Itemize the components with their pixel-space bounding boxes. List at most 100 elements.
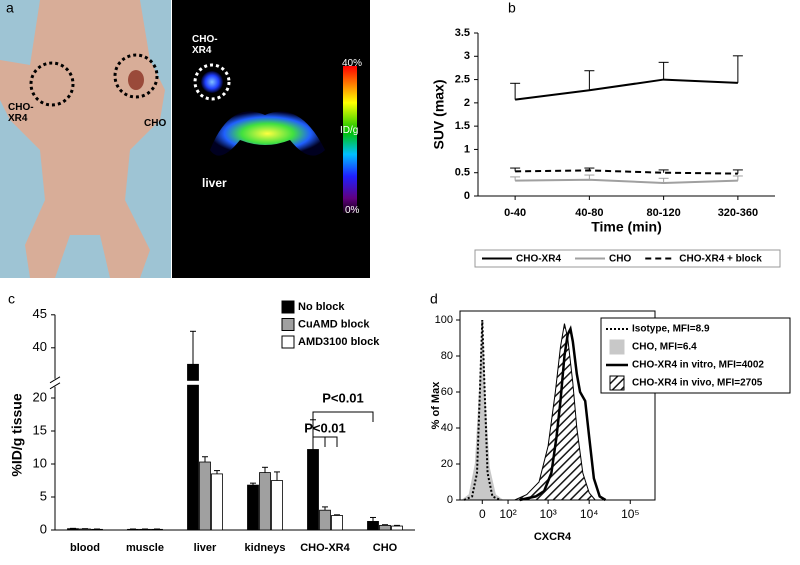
y-tick-label: 2.5	[455, 73, 470, 85]
legend-box	[474, 249, 781, 268]
legend-swatch	[281, 335, 295, 349]
significance-bracket	[312, 411, 374, 422]
bar	[67, 528, 79, 531]
x-axis-label: Time (min)	[591, 219, 662, 235]
bar	[199, 461, 211, 531]
marker-label: CHO	[144, 118, 167, 129]
annotation: P<0.01	[322, 390, 364, 405]
x-tick-label: 0-40	[504, 207, 526, 219]
x-tick-label: CHO	[373, 542, 398, 554]
y-tick-label: 1.5	[455, 120, 470, 132]
x-tick-label: 0	[479, 507, 486, 521]
organ-label: liver	[202, 176, 227, 190]
tumor-signal	[201, 71, 223, 93]
legend-swatch	[609, 375, 625, 391]
legend-label: Isotype, MFI=8.9	[632, 324, 710, 335]
bar	[379, 524, 391, 531]
legend-swatch	[281, 318, 295, 331]
bar	[391, 525, 403, 531]
y-tick-label: 0.5	[455, 167, 470, 179]
legend-box	[600, 317, 791, 394]
x-tick-label: kidneys	[245, 542, 286, 554]
legend-label: No block	[298, 301, 345, 313]
axis-break	[49, 376, 61, 384]
y-tick-label: 45	[33, 306, 47, 321]
bar	[151, 528, 163, 531]
scale-label: 0%	[345, 205, 360, 216]
panel-label: d	[430, 291, 438, 307]
y-tick-label: 5	[40, 488, 47, 503]
tumor-circle	[193, 63, 231, 101]
tumor	[128, 70, 144, 90]
bar	[319, 509, 331, 531]
legend-label: CHO-XR4	[516, 254, 561, 265]
y-tick-label: 10	[33, 455, 47, 470]
y-tick-label: 20	[33, 389, 47, 404]
series-line	[515, 78, 738, 101]
axis-break	[49, 382, 61, 390]
x-tick-label: CHO-XR4	[300, 542, 350, 554]
photo-panel: a	[0, 0, 370, 278]
tumor-circle	[29, 61, 75, 107]
histogram	[463, 319, 501, 501]
bar	[307, 449, 319, 531]
bar	[187, 363, 199, 531]
legend-label: AMD3100 block	[298, 336, 380, 348]
x-tick-label: 10³	[539, 507, 556, 521]
x-tick-label: liver	[194, 542, 217, 554]
panel-label: b	[508, 0, 516, 16]
x-tick-label: 80-120	[646, 207, 680, 219]
y-tick-label: 100	[435, 314, 453, 326]
scale-label: ID/g	[340, 125, 359, 136]
y-tick-label: 15	[33, 422, 47, 437]
y-axis-label: SUV (max)	[431, 79, 447, 149]
significance-bracket	[312, 436, 338, 447]
bar	[331, 515, 343, 531]
x-tick-label: 10²	[499, 507, 516, 521]
x-tick-label: 10⁵	[621, 507, 639, 521]
panel-label: c	[8, 291, 15, 307]
y-tick-label: 60	[441, 386, 453, 398]
histogram	[514, 323, 596, 501]
bar	[79, 528, 91, 531]
legend-label: CHO, MFI=6.4	[632, 342, 697, 353]
y-tick-label: 0	[447, 494, 453, 506]
y-axis-label: % of Max	[430, 381, 442, 430]
y-tick-label: 3.5	[455, 27, 470, 39]
bar	[367, 521, 379, 531]
legend-swatch	[609, 339, 625, 355]
y-tick-label: 3	[464, 50, 470, 62]
tumor-circle	[113, 53, 159, 99]
y-tick-label: 0	[464, 190, 470, 202]
marker-label: CHO-XR4	[8, 102, 34, 124]
y-tick-label: 2	[464, 97, 470, 109]
x-tick-label: blood	[70, 542, 100, 554]
y-tick-label: 40	[33, 339, 47, 354]
plot-frame	[459, 310, 656, 501]
legend-label: CHO	[609, 254, 631, 265]
annotation: P<0.01	[304, 420, 346, 435]
bar	[127, 528, 139, 531]
marker-label: CHO-XR4	[192, 34, 218, 56]
liver-signal	[210, 111, 325, 156]
x-tick-label: 40-80	[575, 207, 603, 219]
y-tick-label: 40	[441, 422, 453, 434]
bar	[259, 472, 271, 531]
scale-label: 40%	[342, 58, 363, 69]
mouse-body	[0, 0, 165, 278]
y-tick-label: 1	[464, 143, 470, 155]
y-tick-label: 0	[40, 521, 47, 536]
histogram	[461, 323, 503, 501]
bar	[91, 528, 103, 531]
y-tick-label: 80	[441, 350, 453, 362]
y-tick-label: 20	[441, 458, 453, 470]
x-tick-label: 320-360	[718, 207, 758, 219]
x-axis-label: CXCR4	[534, 531, 572, 543]
legend-label: CuAMD block	[298, 318, 370, 330]
series-line	[515, 178, 738, 184]
legend-swatch	[281, 300, 295, 314]
x-tick-label: muscle	[126, 542, 164, 554]
bar	[271, 480, 283, 531]
